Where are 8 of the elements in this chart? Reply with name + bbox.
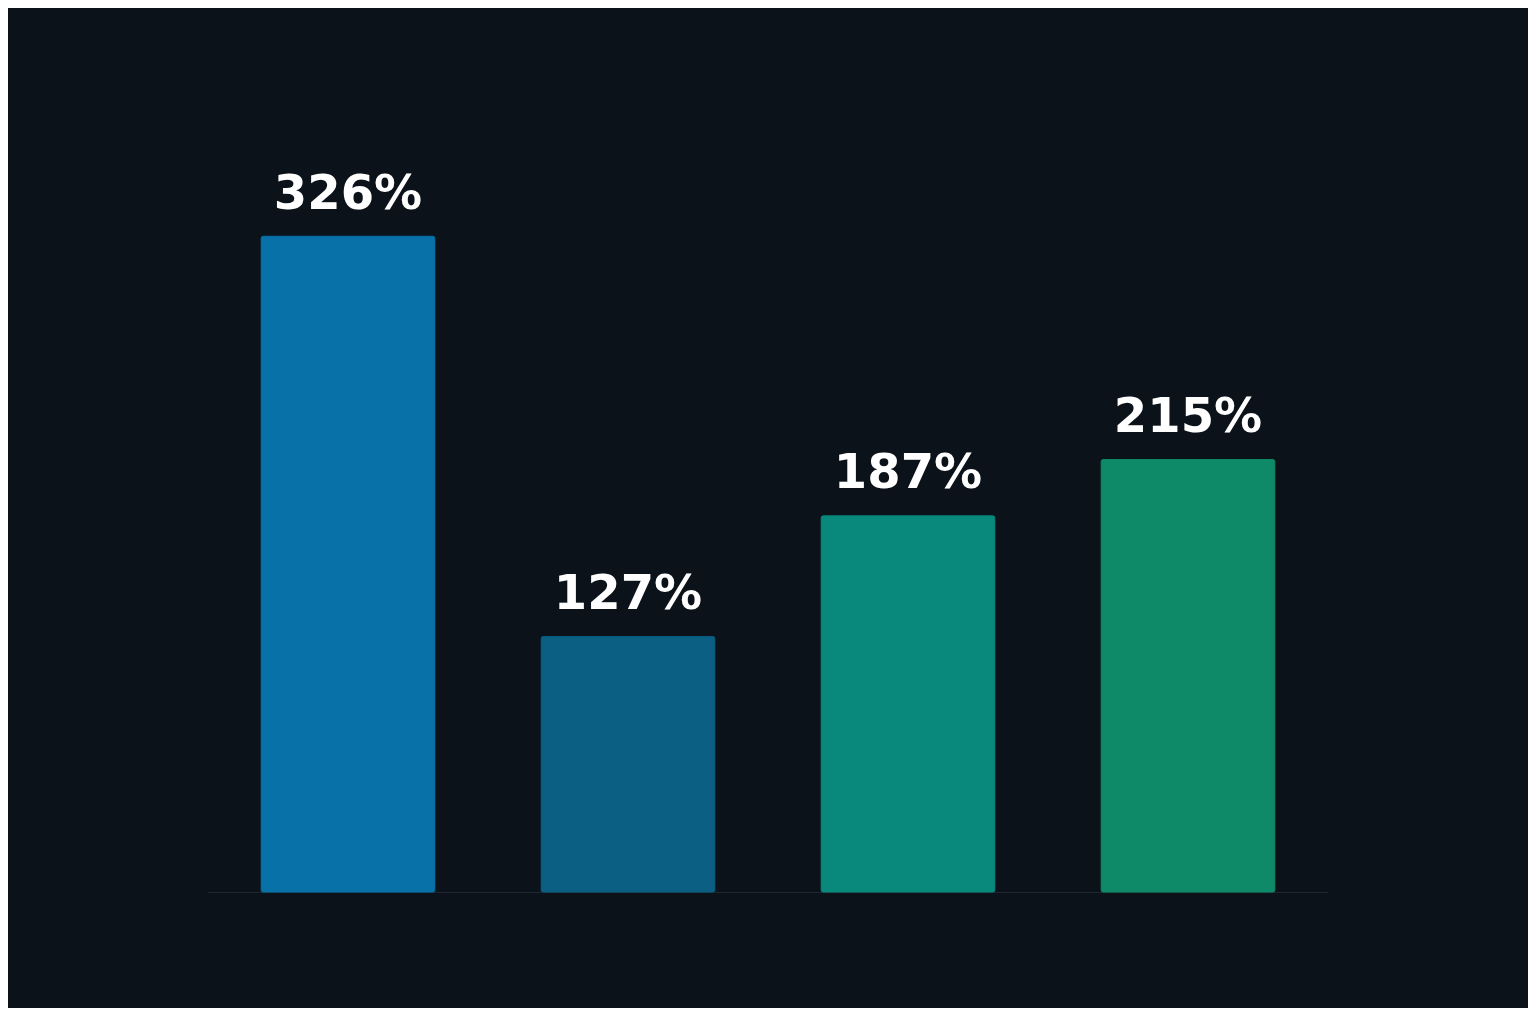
data-label: 326% <box>273 163 423 220</box>
data-label: 187% <box>833 443 983 500</box>
bar <box>540 636 716 893</box>
bar <box>260 235 436 893</box>
data-label: 215% <box>1113 387 1263 444</box>
bar <box>820 515 996 893</box>
bar <box>1100 459 1276 893</box>
data-label: 127% <box>553 564 703 621</box>
